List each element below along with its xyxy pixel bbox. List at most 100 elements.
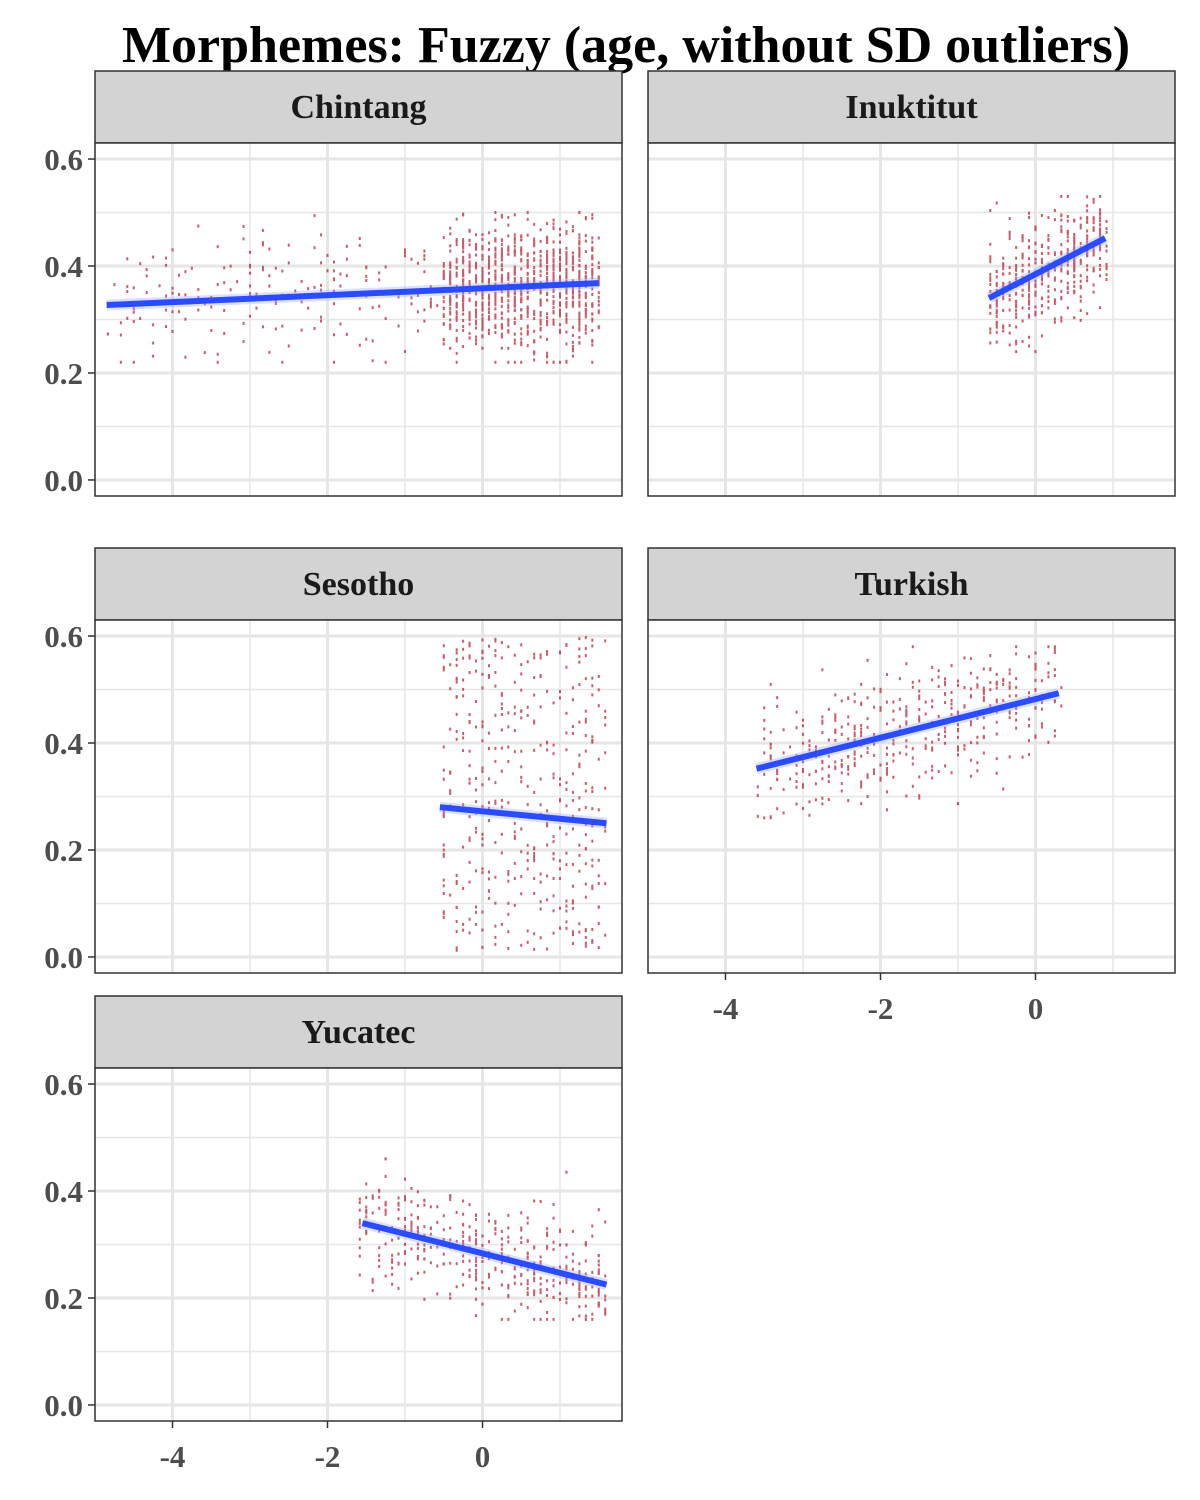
facet-panel-turkish: Turkish-4 -2 0 [647,547,1176,1026]
scatter-point [1073,258,1076,262]
scatter-point [462,1239,465,1243]
scatter-point [423,1257,426,1261]
scatter-point [1053,278,1056,282]
scatter-point [520,300,523,304]
scatter-point [591,739,594,743]
scatter-point [571,790,574,794]
scatter-point [552,257,555,261]
scatter-point [481,1255,484,1259]
scatter-point [604,709,607,713]
scatter-point [539,310,542,314]
scatter-point [565,643,568,647]
scatter-point [507,320,510,324]
scatter-point [468,720,471,724]
scatter-point [126,257,129,261]
scatter-point [995,330,998,334]
scatter-point [487,317,490,321]
scatter-point [989,327,992,331]
scatter-point [827,780,830,784]
scatter-point [1060,230,1063,234]
scatter-point [475,826,478,830]
scatter-point [776,772,779,776]
scatter-point [533,1261,536,1265]
scatter-point [487,241,490,245]
scatter-point [847,755,850,759]
scatter-point [210,329,213,333]
scatter-point [481,832,484,836]
scatter-point [384,360,387,364]
scatter-point [197,224,200,228]
scatter-point [584,250,587,254]
scatter-point [1099,230,1102,234]
scatter-point [565,305,568,309]
scatter-point [1034,228,1037,232]
scatter-point [957,683,959,687]
scatter-point [552,772,555,776]
scatter-point [1047,216,1050,220]
scatter-point [455,217,458,221]
scatter-point [520,1236,523,1240]
scatter-point [507,912,510,916]
scatter-point [494,313,497,317]
scatter-point [1092,200,1095,204]
scatter-point [255,306,258,310]
scatter-point [526,305,529,309]
scatter-point [559,926,561,930]
scatter-point [591,302,594,306]
scatter-point [1002,683,1005,687]
scatter-point [475,788,478,792]
scatter-point [584,291,587,295]
scatter-point [565,231,568,235]
scatter-point [468,749,471,753]
scatter-point [468,270,471,274]
scatter-point [1040,304,1043,308]
scatter-point [494,326,497,330]
scatter-point [911,756,914,760]
scatter-point [533,240,536,244]
scatter-point [591,886,594,890]
scatter-point [223,281,226,285]
scatter-point [520,248,523,252]
scatter-point [565,267,568,271]
scatter-point [989,704,992,708]
scatter-point [584,847,587,851]
scatter-point [944,726,947,730]
scatter-point [565,269,568,273]
scatter-point [507,291,510,295]
scatter-point [1086,204,1089,208]
scatter-point [892,709,895,713]
scatter-point [1086,209,1089,213]
scatter-point [539,1276,542,1280]
scatter-point [442,271,445,275]
scatter-point [223,308,226,312]
scatter-point [827,707,830,711]
scatter-point [371,339,374,343]
scatter-point [1086,234,1089,238]
scatter-point [552,909,555,913]
scatter-point [494,269,497,273]
scatter-point [795,763,798,767]
scatter-point [475,1260,478,1264]
scatter-point [500,851,503,855]
scatter-point [957,735,959,739]
scatter-point [455,237,458,241]
fit-line [361,1220,608,1288]
scatter-point [1021,293,1024,297]
scatter-point [1028,306,1031,310]
scatter-point [468,336,471,340]
scatter-point [546,874,549,878]
scatter-point [481,871,484,875]
scatter-point [533,1245,536,1249]
scatter-point [494,218,497,222]
scatter-point [546,843,549,847]
scatter-point [249,263,251,267]
scatter-point [533,317,536,321]
scatter-point [756,785,759,789]
scatter-point [416,293,419,297]
scatter-point [462,261,465,265]
scatter-point [126,316,129,320]
scatter-point [597,291,600,295]
scatter-point [995,300,998,304]
scatter-point [507,215,510,219]
scatter-point [584,895,587,899]
